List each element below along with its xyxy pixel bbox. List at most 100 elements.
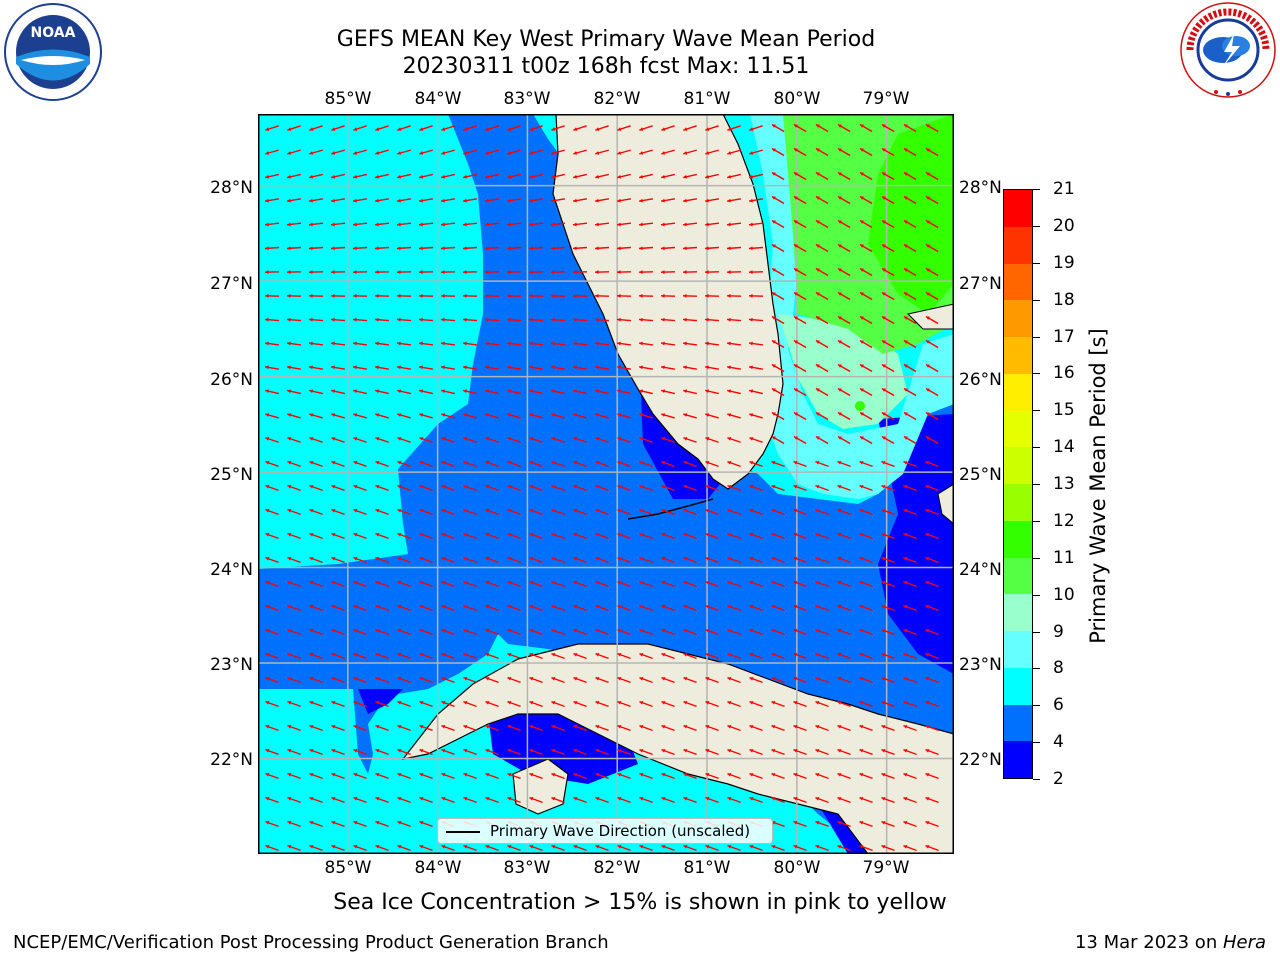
wave-vector: [441, 508, 455, 516]
wave-vector: [727, 772, 741, 780]
wave-vector: [463, 125, 477, 131]
wave-vector: [881, 387, 895, 397]
wave-vector: [463, 532, 477, 540]
wave-vector: [881, 508, 895, 516]
wave-vector: [441, 628, 455, 636]
wave-vector: [529, 508, 543, 516]
wave-vector: [528, 341, 544, 346]
wave-vector: [265, 748, 279, 756]
wave-vector: [705, 437, 719, 443]
wave-vector: [881, 411, 895, 421]
wave-vector: [353, 700, 367, 708]
wave-vector: [881, 291, 895, 301]
wave-vector: [309, 724, 323, 732]
wave-vector: [903, 628, 917, 636]
wave-vector: [903, 796, 917, 804]
wave-vector: [507, 389, 521, 395]
wave-vector: [265, 389, 279, 395]
wave-vector: [463, 700, 477, 708]
wave-vector: [793, 724, 807, 732]
wave-vector: [726, 341, 742, 346]
wave-vector: [374, 365, 390, 370]
wave-vector: [331, 844, 345, 852]
wave-vector: [507, 844, 521, 852]
wave-vector: [793, 820, 807, 828]
wave-vector: [903, 676, 917, 684]
wave-vector: [727, 700, 741, 708]
wave-vector: [418, 365, 434, 370]
wave-vector: [573, 844, 587, 852]
colorbar-tick-mark: [1033, 410, 1040, 412]
wave-vector: [419, 389, 433, 395]
wave-vector: [639, 508, 653, 516]
wave-vector: [595, 844, 609, 852]
wave-vector: [704, 270, 720, 274]
wave-vector: [903, 652, 917, 660]
wave-vector: [881, 123, 895, 133]
wave-vector: [748, 365, 764, 370]
wave-vector: [925, 532, 939, 540]
lat-tick-left: 24°N: [210, 560, 253, 580]
lon-tick-top: 84°W: [414, 89, 462, 109]
colorbar-tick-mark: [1033, 373, 1040, 375]
wave-vector: [837, 147, 851, 157]
wave-vector: [793, 460, 807, 468]
wave-vector: [837, 676, 851, 684]
wave-vector: [551, 173, 565, 179]
wave-vector: [265, 532, 279, 540]
wave-vector: [265, 844, 279, 852]
wave-vector: [331, 532, 345, 540]
wave-vector: [859, 796, 873, 804]
wave-vector: [815, 387, 829, 397]
colorbar-segment: [1004, 226, 1032, 264]
wave-vector: [330, 270, 346, 274]
wave-vector: [573, 173, 587, 179]
wave-vector: [705, 532, 719, 540]
wave-vector: [573, 437, 587, 443]
wave-vector: [419, 508, 433, 516]
legend-line-sample: [446, 831, 480, 833]
wave-vector: [925, 435, 939, 445]
wave-vector: [682, 198, 698, 203]
wave-vector: [617, 772, 631, 780]
wave-vector: [771, 724, 785, 732]
wave-vector: [881, 748, 895, 756]
wave-vector: [793, 604, 807, 612]
wave-vector: [726, 317, 742, 322]
lon-tick-bottom: 85°W: [324, 858, 372, 878]
wave-vector: [771, 796, 785, 804]
wave-vector: [771, 676, 785, 684]
lat-tick-right: 25°N: [959, 465, 1002, 485]
wave-vector: [727, 580, 741, 588]
wave-vector: [617, 676, 631, 684]
wave-vector: [551, 437, 565, 443]
colorbar-tick-mark: [1033, 447, 1040, 449]
wave-vector: [309, 556, 323, 564]
wave-vector: [528, 246, 544, 251]
wave-vector: [397, 437, 411, 443]
wave-vector: [440, 365, 456, 370]
wave-vector: [771, 556, 785, 564]
wave-vector: [617, 413, 631, 419]
lon-tick-bottom: 81°W: [683, 858, 731, 878]
wave-vector: [925, 123, 939, 133]
wave-vector: [419, 796, 433, 804]
wave-vector: [727, 149, 741, 155]
wave-vector: [309, 508, 323, 516]
wave-vector: [793, 147, 807, 157]
wave-vector: [463, 748, 477, 756]
wave-vector: [375, 508, 389, 516]
wave-vector: [771, 604, 785, 612]
wave-vector: [572, 246, 588, 251]
wave-vector: [484, 365, 500, 370]
wave-vector: [616, 246, 632, 251]
land-bahamas: [906, 303, 954, 330]
wave-vector: [639, 484, 653, 492]
wave-vector: [683, 532, 697, 540]
legend-label: Primary Wave Direction (unscaled): [490, 822, 751, 840]
wave-vector: [551, 604, 565, 612]
wave-vector: [330, 246, 346, 251]
wave-vector: [639, 532, 653, 540]
wave-vector: [287, 796, 301, 804]
wave-vector: [793, 363, 807, 373]
